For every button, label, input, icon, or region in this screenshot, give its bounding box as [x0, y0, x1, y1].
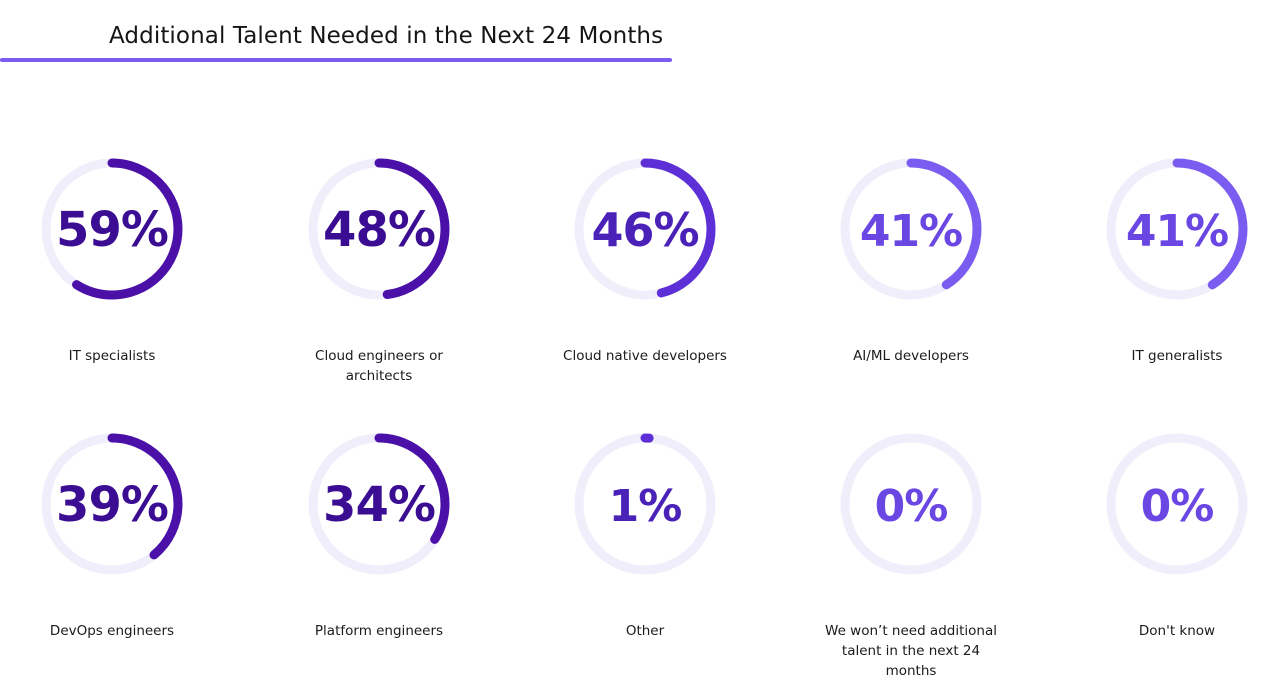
ring-arc: [308, 158, 450, 300]
ring-value-label: 48%: [323, 202, 435, 258]
ring-track: [840, 433, 982, 575]
category-label-it-specialists: IT specialists: [68, 348, 156, 364]
title-underline: [0, 58, 672, 62]
ring-we-won-t-need-additional-talent-in-the-n: 0%: [840, 433, 982, 575]
ring-arc: [574, 158, 716, 300]
category-label-we-won-t-need-additional-talent-in-the-n: We won’t need additional talent in the n…: [825, 623, 997, 679]
category-label-don-t-know: Don't know: [1138, 623, 1216, 639]
category-label-other: Other: [625, 623, 665, 639]
ring-value-label: 46%: [591, 203, 698, 257]
ring-value-label: 0%: [1141, 481, 1214, 532]
ring-arc: [840, 158, 982, 300]
category-label-devops-engineers: DevOps engineers: [49, 623, 175, 639]
ring-arc: [41, 433, 183, 575]
category-label-platform-engineers: Platform engineers: [314, 623, 444, 639]
chart-title: Additional Talent Needed in the Next 24 …: [109, 23, 664, 49]
ring-arc: [41, 158, 183, 300]
ring-cloud-engineers-or-architects: 48%: [308, 158, 450, 300]
category-label-cloud-engineers-or-architects: Cloud engineers or architects: [315, 348, 443, 384]
ring-value-label: 41%: [860, 206, 962, 257]
category-label-ai-ml-developers: AI/ML developers: [853, 348, 969, 364]
ring-arc: [1106, 158, 1248, 300]
category-label-cloud-native-developers: Cloud native developers: [563, 348, 727, 364]
ring-value-label: 1%: [609, 481, 682, 532]
ring-don-t-know: 0%: [1106, 433, 1248, 575]
ring-arc: [574, 433, 716, 575]
ring-platform-engineers: 34%: [308, 433, 450, 575]
ring-devops-engineers: 39%: [41, 433, 183, 575]
ring-it-generalists: 41%: [1106, 158, 1248, 300]
ring-value-label: 41%: [1126, 206, 1228, 257]
ring-track: [1106, 433, 1248, 575]
category-label-it-generalists: IT generalists: [1131, 348, 1223, 364]
ring-cloud-native-developers: 46%: [574, 158, 716, 300]
ring-value-label: 39%: [56, 477, 168, 533]
ring-ai-ml-developers: 41%: [840, 158, 982, 300]
ring-value-label: 0%: [875, 481, 948, 532]
ring-value-label: 59%: [56, 202, 168, 258]
ring-value-label: 34%: [323, 477, 435, 533]
ring-it-specialists: 59%: [41, 158, 183, 300]
ring-arc: [308, 433, 450, 575]
ring-other: 1%: [574, 433, 716, 575]
